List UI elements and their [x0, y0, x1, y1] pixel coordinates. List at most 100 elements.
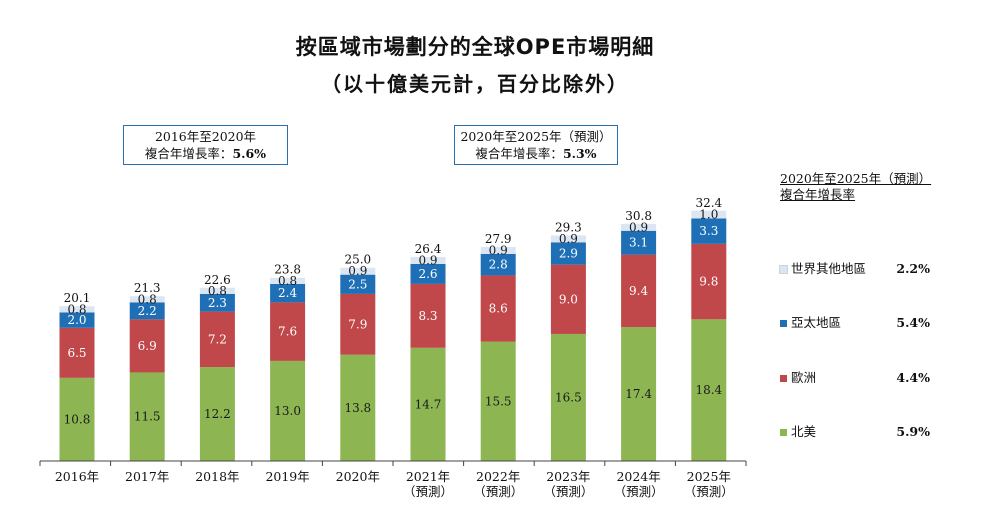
data-label: 12.2	[204, 407, 231, 421]
data-label: 7.2	[208, 332, 227, 346]
cagr-forecast-label: 複合年增長率：	[475, 146, 563, 161]
x-tick-label: 2019年	[265, 469, 309, 484]
data-label: 2.0	[67, 313, 86, 327]
cagr-historical-value: 5.6%	[232, 146, 267, 161]
bar-segment	[410, 283, 446, 348]
x-tick-label: 2016年	[55, 469, 99, 484]
total-label: 20.1	[64, 291, 91, 305]
bar-segment	[340, 274, 376, 294]
total-label: 27.9	[485, 232, 512, 246]
legend-cagr: 4.4%	[896, 370, 930, 385]
bar-segment	[199, 287, 235, 294]
x-tick-label: 2017年	[125, 469, 169, 484]
data-label: 8.6	[489, 302, 508, 316]
cagr-historical-rate: 複合年增長率：5.6%	[124, 145, 287, 162]
data-label: 7.9	[348, 317, 367, 331]
bar-segment	[199, 293, 235, 312]
data-label: 6.9	[138, 339, 157, 353]
x-tick-label: 2025年	[687, 469, 731, 484]
bar-segment	[129, 319, 165, 373]
data-label: 2.8	[489, 258, 508, 272]
cagr-historical-period: 2016年至2020年	[154, 129, 257, 144]
bar-segment	[59, 306, 95, 313]
bar-segment	[691, 210, 727, 219]
legend-label: 歐洲	[791, 370, 817, 385]
legend-item-rest-of-world: 世界其他地區 2.2%	[779, 260, 930, 278]
cagr-forecast-period: 2020年至2025年（預測）	[460, 129, 612, 144]
bar-segment	[480, 246, 516, 254]
legend-label: 北美	[791, 424, 817, 439]
bar-segment	[270, 360, 306, 461]
total-label: 23.8	[274, 263, 301, 277]
bar-segment	[270, 277, 306, 284]
cagr-historical-box: 2016年至2020年 複合年增長率：5.6%	[123, 125, 288, 165]
bar-segment	[59, 312, 95, 328]
bar-segment	[59, 327, 95, 378]
legend-header-period: 2020年至2025年（預測）	[780, 171, 932, 186]
data-label: 9.4	[629, 284, 648, 298]
data-label: 6.5	[67, 346, 86, 360]
data-label: 14.7	[415, 397, 442, 411]
data-label: 11.5	[134, 410, 161, 424]
bar-segment	[410, 256, 446, 264]
bar-segment	[340, 293, 376, 355]
data-label: 9.0	[559, 292, 578, 306]
bar-segment	[199, 311, 235, 368]
data-label: 0.9	[418, 253, 437, 267]
x-tick-label: （預測）	[684, 484, 734, 499]
bar-segment	[550, 264, 586, 334]
data-label: 0.8	[208, 284, 227, 298]
x-tick-label: 2018年	[195, 469, 239, 484]
data-label: 2.6	[418, 267, 437, 281]
data-label: 1.0	[699, 208, 718, 222]
data-label: 13.0	[274, 404, 301, 418]
x-tick-label: 2024年	[616, 469, 660, 484]
x-tick-label: （預測）	[614, 484, 664, 499]
x-tick-label: 2022年	[476, 469, 520, 484]
data-label: 3.3	[699, 224, 718, 238]
bar-segment	[691, 218, 727, 244]
bar-segment	[129, 302, 165, 320]
cagr-forecast-rate: 複合年增長率：5.3%	[455, 145, 617, 162]
bar-segment	[550, 235, 586, 243]
data-label: 9.8	[699, 275, 718, 289]
bar-segment	[340, 354, 376, 461]
total-label: 21.3	[134, 281, 161, 295]
bar-segment	[129, 372, 165, 461]
total-label: 26.4	[415, 242, 442, 256]
total-label: 25.0	[344, 253, 371, 267]
bar-segment	[480, 341, 516, 461]
cagr-forecast-box: 2020年至2025年（預測） 複合年增長率：5.3%	[454, 125, 618, 165]
data-label: 16.5	[555, 390, 582, 404]
data-label: 0.9	[559, 232, 578, 246]
data-label: 3.1	[629, 236, 648, 250]
bar-segment	[270, 283, 306, 303]
total-label: 29.3	[555, 220, 582, 234]
data-label: 2.4	[278, 286, 297, 300]
data-label: 18.4	[695, 383, 722, 397]
total-label: 30.8	[625, 209, 652, 223]
chart-title: 按區域市場劃分的全球OPE市場明細	[295, 35, 655, 59]
data-label: 2.3	[208, 296, 227, 310]
data-label: 0.9	[348, 264, 367, 278]
data-label: 0.8	[138, 292, 157, 306]
legend-item-europe: 歐洲 4.4%	[780, 369, 930, 387]
bar-segment	[621, 223, 657, 231]
bar-segment	[480, 275, 516, 342]
bar-segment	[621, 230, 657, 255]
data-label: 0.9	[489, 243, 508, 257]
data-label: 2.2	[138, 304, 157, 318]
x-tick-label: 2021年	[406, 469, 450, 484]
cagr-forecast-value: 5.3%	[562, 146, 597, 161]
bar-segment	[621, 254, 657, 328]
data-label: 13.8	[344, 401, 371, 415]
legend-header-label: 複合年增長率	[780, 187, 856, 202]
bar-segment	[550, 242, 586, 265]
data-label: 0.8	[278, 274, 297, 288]
legend-cagr: 5.4%	[896, 315, 930, 330]
legend-swatch-north-america	[780, 429, 787, 436]
legend-swatch-asia-pacific	[780, 320, 787, 327]
legend-item-asia-pacific: 亞太地區 5.4%	[780, 314, 930, 332]
legend-item-north-america: 北美 5.9%	[780, 423, 930, 441]
